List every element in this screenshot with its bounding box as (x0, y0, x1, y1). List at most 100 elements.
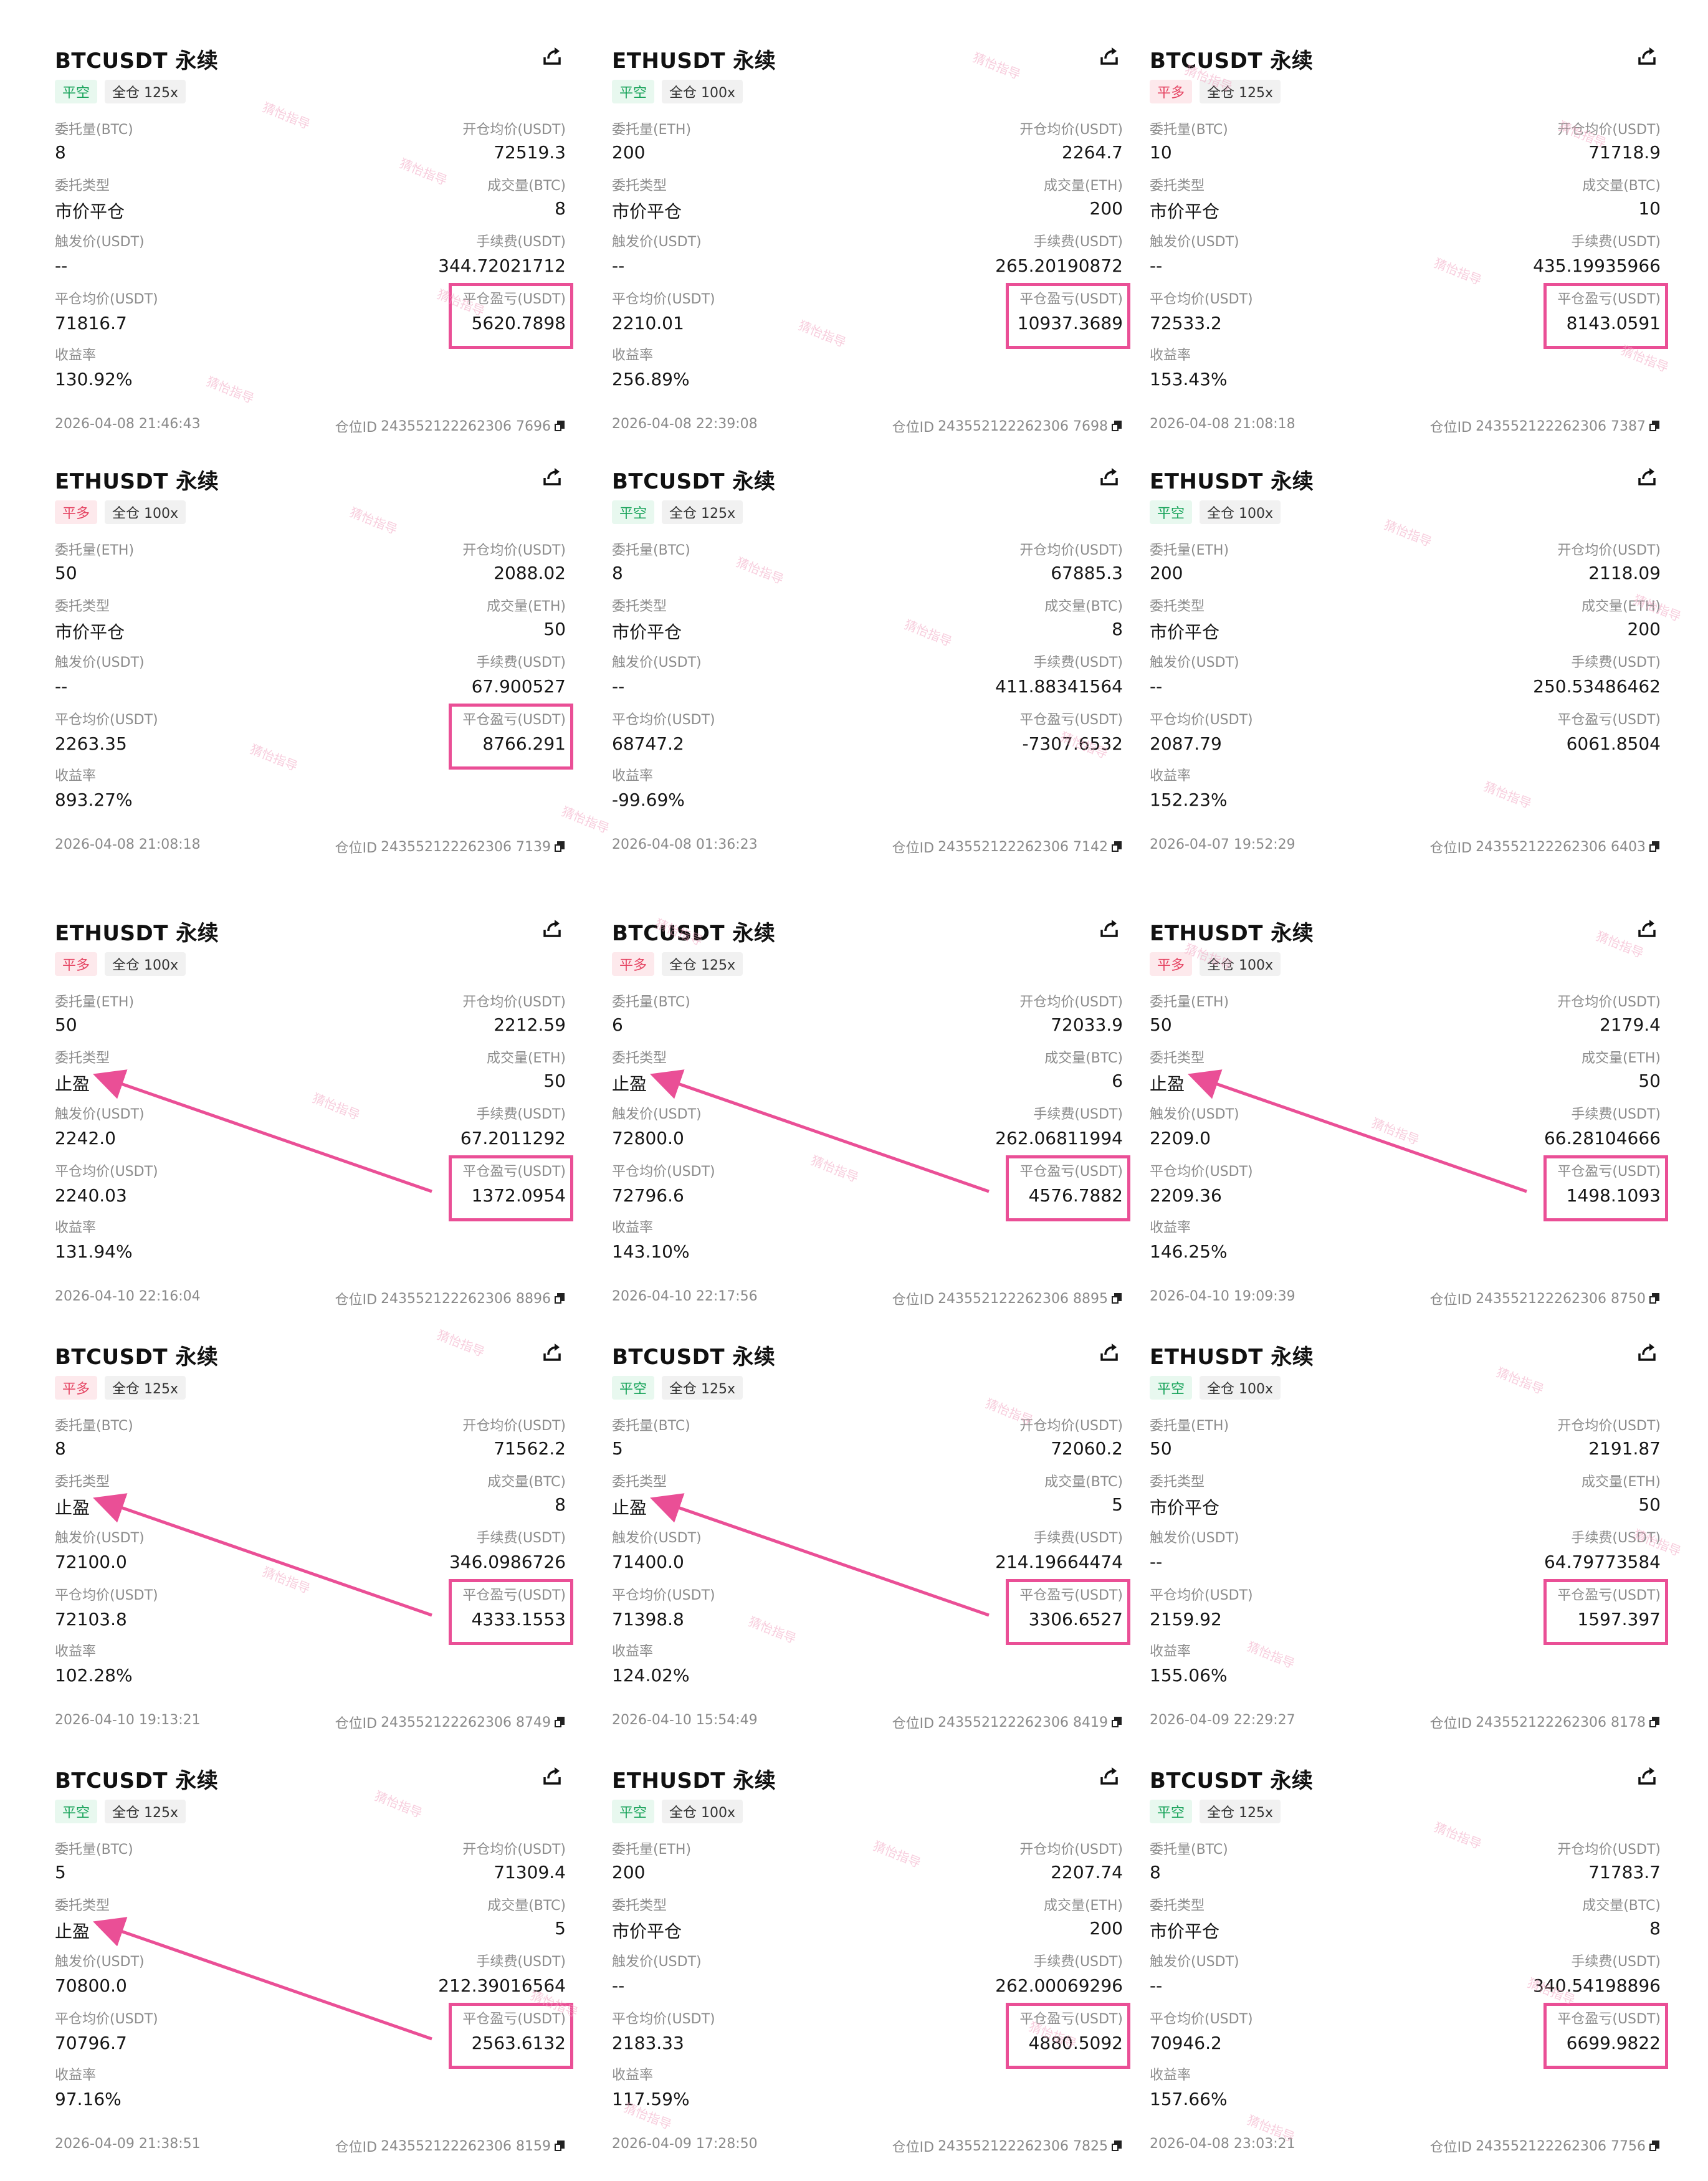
open-avg-price-value: 71718.9 (1588, 142, 1661, 163)
filled-qty-value: 5 (555, 1918, 566, 1939)
order-type-label: 委托类型 (612, 1898, 667, 1914)
copy-icon[interactable] (1112, 1293, 1123, 1304)
open-avg-price-value: 2207.74 (1051, 1862, 1123, 1883)
side-badge: 平多 (1150, 80, 1193, 103)
trigger-price-label: 触发价(USDT) (1150, 1954, 1239, 1970)
symbol-title: ETHUSDT 永续 (612, 49, 776, 74)
position-id-label: 仓位ID (1429, 841, 1472, 856)
fee-label: 手续费(USDT) (1571, 1530, 1661, 1546)
open-avg-price-label: 开仓均价(USDT) (1019, 1418, 1123, 1434)
side-badge: 平多 (55, 952, 98, 976)
order-qty-value: 200 (1150, 563, 1183, 583)
share-icon[interactable] (541, 1765, 563, 1787)
share-icon[interactable] (1098, 1765, 1120, 1787)
card-header: ETHUSDT 永续 (1150, 1340, 1661, 1377)
position-id-label: 仓位ID (892, 1292, 935, 1308)
open-avg-price-value: 71783.7 (1588, 1862, 1661, 1883)
roi-label: 收益率 (612, 2068, 654, 2083)
share-icon[interactable] (1098, 45, 1120, 67)
open-avg-price-label: 开仓均价(USDT) (462, 1842, 566, 1858)
copy-icon[interactable] (1649, 2140, 1661, 2152)
position-id-label: 仓位ID (335, 841, 378, 856)
order-qty-label: 委托量(BTC) (55, 122, 133, 138)
copy-icon[interactable] (1112, 1717, 1123, 1728)
position-id-label: 仓位ID (892, 420, 935, 436)
card-header: BTCUSDT 永续 (612, 916, 1123, 953)
open-avg-price-value: 2191.87 (1588, 1438, 1661, 1459)
copy-icon[interactable] (555, 1717, 566, 1728)
position-id-value: 243552122262306 7696 (381, 418, 551, 434)
copy-icon[interactable] (1112, 2140, 1123, 2152)
order-qty-value: 50 (55, 1014, 77, 1035)
position-id: 仓位ID 243552122262306 8419 (892, 1712, 1123, 1732)
realized-pnl-value: 4576.7882 (1028, 1185, 1123, 1206)
fee-label: 手续费(USDT) (1033, 1530, 1123, 1546)
close-avg-price-value: 2183.33 (612, 2033, 684, 2053)
filled-qty-value: 8 (1112, 619, 1123, 639)
order-type-label: 委托类型 (55, 1051, 110, 1066)
share-icon[interactable] (541, 917, 563, 940)
leverage-badge: 全仓 125x (105, 80, 186, 103)
timestamp: 2026-04-08 21:46:43 (55, 416, 201, 432)
share-icon[interactable] (1636, 1765, 1658, 1787)
trigger-price-label: 触发价(USDT) (612, 1107, 702, 1122)
fee-label: 手续费(USDT) (1571, 655, 1661, 671)
timestamp: 2026-04-10 19:09:39 (1150, 1289, 1295, 1304)
close-avg-price-label: 平仓均价(USDT) (612, 292, 715, 307)
share-icon[interactable] (541, 1341, 563, 1363)
position-tags: 平多 全仓 125x (55, 1376, 186, 1400)
realized-pnl-value: -7307.6532 (1022, 733, 1123, 754)
share-icon[interactable] (1098, 917, 1120, 940)
close-avg-price-value: 2240.03 (55, 1185, 127, 1206)
copy-icon[interactable] (1649, 1293, 1661, 1304)
pnl-highlight-box (1543, 283, 1668, 349)
symbol-title: BTCUSDT 永续 (1150, 49, 1314, 74)
copy-icon[interactable] (1649, 841, 1661, 852)
share-icon[interactable] (1636, 465, 1658, 488)
roi-value: 97.16% (55, 2089, 122, 2109)
position-id: 仓位ID 243552122262306 7387 (1430, 416, 1661, 436)
realized-pnl-value: 8143.0591 (1566, 313, 1661, 333)
position-id: 仓位ID 243552122262306 8895 (892, 1289, 1123, 1309)
roi-value: 130.92% (55, 369, 133, 389)
open-avg-price-label: 开仓均价(USDT) (1557, 543, 1661, 558)
order-qty-value: 8 (1150, 1862, 1161, 1883)
card-header: BTCUSDT 永续 (55, 1340, 566, 1377)
roi-label: 收益率 (55, 1220, 97, 1236)
copy-icon[interactable] (555, 421, 566, 432)
copy-icon[interactable] (555, 841, 566, 852)
symbol-title: BTCUSDT 永续 (55, 49, 219, 74)
position-id: 仓位ID 243552122262306 8178 (1430, 1712, 1661, 1732)
share-icon[interactable] (1098, 465, 1120, 488)
open-avg-price-label: 开仓均价(USDT) (462, 1418, 566, 1434)
copy-icon[interactable] (1649, 421, 1661, 432)
share-icon[interactable] (541, 45, 563, 67)
position-id-value: 243552122262306 7387 (1476, 418, 1646, 434)
trigger-price-value: -- (612, 1975, 625, 1996)
copy-icon[interactable] (1649, 1717, 1661, 1728)
roi-label: 收益率 (612, 1220, 654, 1236)
share-icon[interactable] (541, 465, 563, 488)
copy-icon[interactable] (1112, 841, 1123, 852)
symbol-title: ETHUSDT 永续 (612, 1768, 776, 1793)
fee-label: 手续费(USDT) (1033, 234, 1123, 250)
card-header: BTCUSDT 永续 (612, 1340, 1123, 1377)
share-icon[interactable] (1636, 1341, 1658, 1363)
filled-qty-label: 成交量(BTC) (1582, 1898, 1661, 1914)
share-icon[interactable] (1636, 45, 1658, 67)
close-avg-price-value: 72103.8 (55, 1609, 127, 1630)
copy-icon[interactable] (1112, 421, 1123, 432)
copy-icon[interactable] (555, 1293, 566, 1304)
copy-icon[interactable] (555, 2140, 566, 2152)
share-icon[interactable] (1636, 917, 1658, 940)
share-icon[interactable] (1098, 1341, 1120, 1363)
order-type-value: 市价平仓 (1150, 1497, 1220, 1518)
close-avg-price-value: 72533.2 (1150, 313, 1222, 333)
side-badge: 平空 (612, 500, 655, 524)
timestamp: 2026-04-10 15:54:49 (612, 1712, 758, 1728)
trigger-price-label: 触发价(USDT) (55, 655, 145, 671)
position-id: 仓位ID 243552122262306 7696 (335, 416, 566, 436)
symbol-title: ETHUSDT 永续 (1150, 469, 1314, 494)
trade-card: ETHUSDT 永续 平空 全仓 100x 委托量(ETH) 200 委托类型 市价平仓 触发… (612, 44, 1130, 461)
filled-qty-label: 成交量(ETH) (1581, 599, 1661, 614)
